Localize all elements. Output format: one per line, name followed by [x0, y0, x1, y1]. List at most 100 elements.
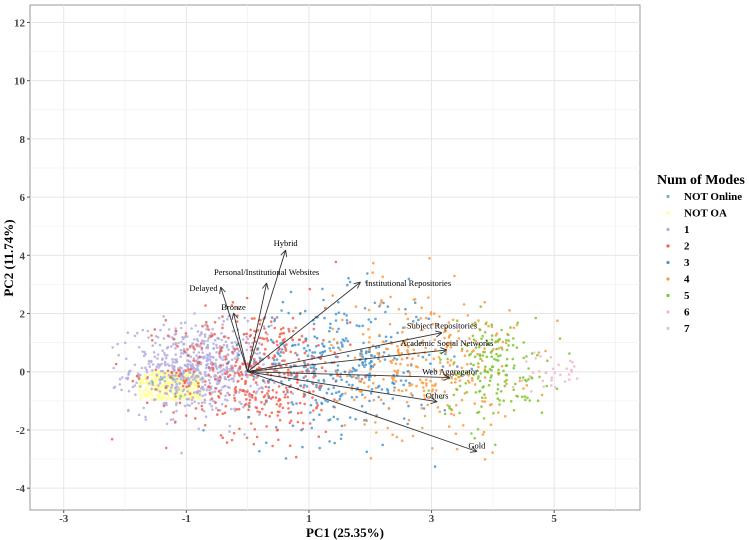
data-point	[241, 338, 245, 341]
data-point	[171, 360, 175, 364]
data-point	[550, 384, 553, 387]
data-point	[170, 370, 173, 374]
data-point	[254, 406, 258, 409]
data-point	[384, 310, 387, 314]
data-point	[152, 351, 156, 354]
data-point	[199, 342, 203, 345]
loading-label: Others	[426, 391, 449, 401]
data-point	[343, 370, 347, 374]
data-point	[333, 351, 337, 355]
data-point	[364, 281, 368, 284]
data-point	[297, 338, 301, 342]
data-point	[439, 369, 442, 372]
data-point	[201, 351, 204, 355]
data-point	[328, 347, 332, 350]
legend-label: 5	[684, 290, 690, 302]
data-point	[174, 329, 178, 333]
data-point	[328, 418, 332, 421]
data-point	[205, 353, 209, 357]
data-point	[206, 362, 209, 366]
data-point	[195, 343, 198, 346]
data-point	[189, 345, 192, 348]
data-point	[317, 344, 320, 347]
data-point	[248, 392, 251, 396]
data-point	[476, 428, 480, 431]
data-point	[118, 377, 122, 381]
data-point	[430, 389, 434, 393]
data-point	[213, 339, 217, 342]
data-point	[249, 328, 252, 332]
data-point	[315, 401, 319, 405]
data-point	[348, 371, 351, 374]
data-point	[176, 385, 179, 389]
legend-label: NOT OA	[684, 208, 727, 220]
data-point	[192, 345, 195, 349]
data-point	[473, 355, 477, 359]
data-point	[565, 367, 568, 371]
data-point	[359, 352, 362, 356]
data-point	[250, 394, 253, 397]
data-point	[191, 342, 195, 345]
data-point	[238, 427, 241, 431]
data-point	[481, 433, 485, 436]
data-point	[334, 379, 338, 382]
data-point	[207, 385, 210, 388]
data-point	[326, 400, 330, 403]
data-point	[477, 362, 480, 365]
data-point	[444, 326, 448, 330]
data-point	[536, 353, 539, 357]
data-point	[449, 333, 452, 337]
data-point	[278, 405, 281, 408]
data-point	[190, 398, 194, 402]
data-point	[337, 346, 340, 350]
data-point	[287, 311, 290, 315]
data-point	[223, 377, 227, 381]
data-point	[427, 296, 430, 299]
data-point	[196, 366, 199, 370]
data-point	[291, 392, 295, 395]
data-point	[298, 370, 302, 374]
data-point	[246, 319, 250, 323]
data-point	[321, 287, 324, 291]
data-point	[381, 443, 385, 447]
data-point	[407, 404, 410, 408]
data-point	[194, 379, 198, 383]
data-point	[361, 393, 364, 397]
data-point	[160, 384, 164, 387]
data-point	[174, 353, 177, 356]
data-point	[349, 343, 352, 347]
loading-arrow	[247, 282, 268, 372]
data-point	[275, 429, 279, 432]
data-point	[317, 379, 321, 382]
data-point	[463, 392, 467, 395]
legend-key	[666, 326, 670, 331]
data-point	[157, 370, 161, 374]
data-point	[382, 402, 385, 405]
data-point	[312, 409, 315, 412]
data-point	[393, 356, 396, 360]
data-point	[276, 414, 280, 417]
data-point	[280, 348, 284, 351]
data-point	[296, 411, 300, 415]
data-point	[568, 352, 571, 355]
data-point	[279, 354, 282, 358]
data-point	[179, 386, 183, 389]
data-point	[211, 408, 214, 411]
x-tick-label: 3	[429, 513, 435, 525]
data-point	[303, 383, 306, 387]
data-point	[231, 350, 234, 354]
y-axis-title: PC2 (11.74%)	[1, 219, 16, 296]
data-point	[222, 343, 226, 347]
data-point	[225, 365, 229, 369]
data-point	[447, 336, 451, 339]
loading-arrow	[247, 371, 478, 452]
data-point	[208, 388, 211, 392]
data-point	[246, 362, 250, 365]
data-point	[377, 395, 381, 399]
arrow-head	[435, 330, 443, 334]
data-point	[311, 396, 314, 399]
data-point	[456, 319, 459, 323]
data-point	[357, 377, 361, 380]
data-point	[336, 368, 340, 372]
data-point	[452, 393, 456, 397]
